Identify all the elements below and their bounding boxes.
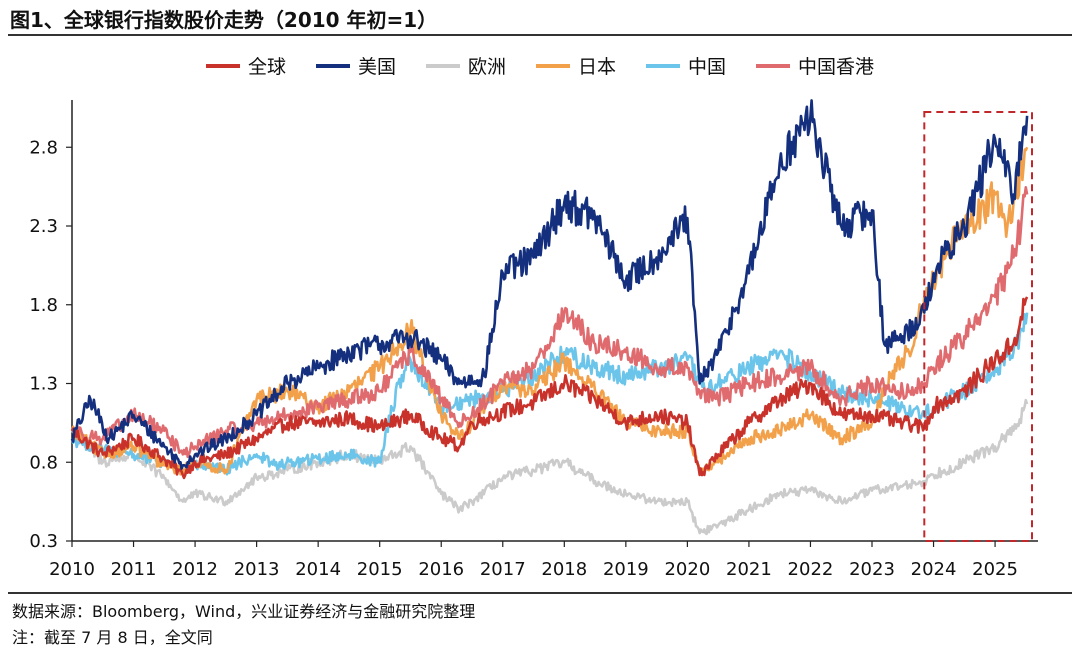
legend-label-europe: 欧洲	[467, 56, 506, 78]
legend-swatch-japan	[536, 63, 570, 68]
x-tick-label: 2011	[111, 559, 157, 580]
x-tick-label: 2021	[726, 559, 772, 580]
highlight-region	[923, 111, 1033, 542]
legend-label-us: 美国	[357, 56, 396, 78]
x-tick-label: 2013	[234, 559, 280, 580]
legend-item-global: 全球	[205, 52, 286, 79]
legend-label-china: 中国	[688, 56, 727, 78]
highlight-box	[923, 111, 1033, 542]
source-note: 数据来源：Bloomberg，Wind，兴业证券经济与金融研究院整理	[12, 602, 476, 621]
legend-swatch-hongkong	[756, 63, 791, 68]
figure-title: 图1、全球银行指数股价走势（2010 年初=1）	[10, 8, 438, 32]
legend-label-hongkong: 中国香港	[798, 56, 875, 78]
x-tick-label: 2025	[972, 559, 1018, 580]
legend-swatch-us	[315, 63, 350, 68]
legend-label-global: 全球	[247, 56, 286, 78]
y-tick-label: 0.8	[29, 452, 58, 473]
axes: 0.3 0.8 1.3 1.8 2.3 2.8 2010 2011 2012 2013 2014 20…	[29, 100, 1038, 580]
x-tick-label: 2010	[49, 559, 95, 580]
x-tick-label: 2015	[357, 559, 403, 580]
legend-swatch-china	[646, 63, 681, 68]
series-line-1	[70, 99, 1029, 470]
y-tick-label: 2.3	[29, 216, 58, 237]
legend-item-europe: 欧洲	[425, 52, 506, 79]
y-tick-label: 2.8	[29, 137, 58, 158]
x-tick-label: 2020	[664, 559, 710, 580]
x-tick-label: 2012	[172, 559, 218, 580]
x-tick-label: 2023	[849, 559, 895, 580]
line-chart: 0.3 0.8 1.3 1.8 2.3 2.8 2010 2011 2012 2013 2014 20…	[29, 99, 1038, 580]
series-line-2	[70, 398, 1029, 536]
title-divider	[8, 34, 1072, 36]
legend-item-japan: 日本	[536, 52, 616, 79]
series-line-5	[71, 186, 1029, 459]
x-tick-label: 2019	[603, 559, 649, 580]
series-line-3	[70, 146, 1029, 476]
x-tick-label: 2017	[480, 559, 526, 580]
x-tick-label: 2022	[788, 559, 834, 580]
series-lines	[70, 99, 1029, 536]
chart-legend: 全球 美国 欧洲 日本 中国 中国香港	[0, 52, 1080, 79]
legend-swatch-europe	[425, 63, 460, 68]
footer-divider	[8, 592, 1072, 594]
x-tick-label: 2018	[541, 559, 587, 580]
footnote: 注：截至 7 月 8 日，全文同	[12, 628, 213, 647]
legend-label-japan: 日本	[578, 56, 617, 78]
y-tick-label: 1.8	[29, 295, 58, 316]
x-tick-label: 2014	[295, 559, 341, 580]
y-tick-label: 0.3	[29, 531, 58, 552]
legend-swatch-global	[205, 63, 240, 68]
series-line-0	[70, 296, 1029, 480]
y-tick-label: 1.3	[29, 374, 58, 395]
x-tick-label: 2024	[911, 559, 957, 580]
legend-item-us: 美国	[315, 52, 396, 79]
legend-item-china: 中国	[646, 52, 726, 79]
legend-item-hongkong: 中国香港	[756, 52, 874, 79]
x-tick-label: 2016	[418, 559, 464, 580]
